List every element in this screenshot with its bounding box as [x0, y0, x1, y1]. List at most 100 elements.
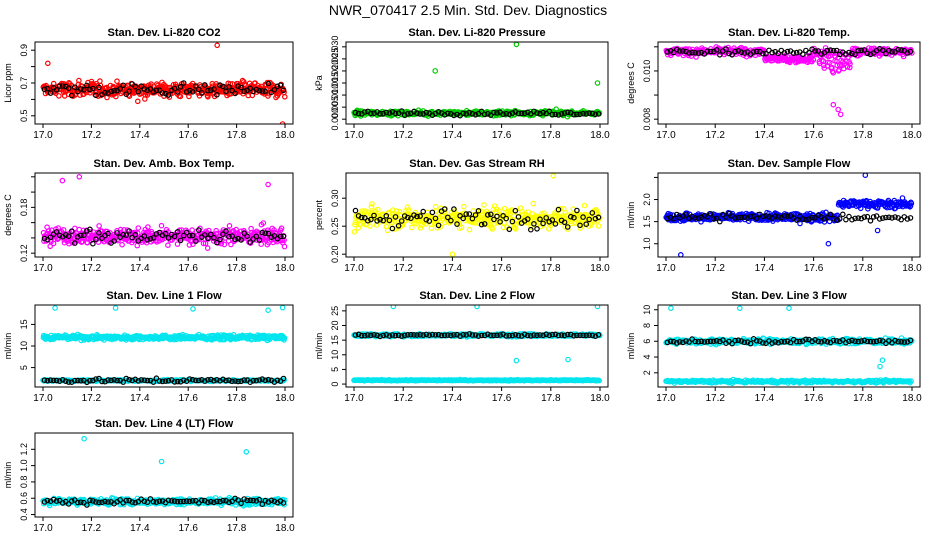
data-point-black — [386, 110, 393, 116]
data-point-black — [497, 219, 503, 225]
data-point-outlier — [594, 305, 601, 310]
data-point-black — [423, 331, 430, 338]
data-point-outlier — [265, 181, 271, 188]
data-point-black — [861, 47, 868, 53]
data-point-black — [153, 231, 160, 237]
data-point — [145, 224, 151, 230]
data-point-black — [818, 51, 825, 57]
data-point-black — [515, 110, 522, 117]
data-point-black — [907, 215, 914, 221]
data-point-black — [247, 239, 254, 245]
data-point-outlier — [513, 357, 520, 364]
data-point-black — [747, 213, 754, 220]
data-point-black — [138, 377, 145, 383]
data-point-black — [472, 212, 479, 218]
data-point — [458, 224, 465, 231]
data-point-black — [824, 214, 831, 221]
data-point-black — [265, 80, 272, 87]
x-tick-label: 17.2 — [82, 393, 102, 404]
data-point-black — [577, 111, 583, 118]
data-point-black — [873, 213, 880, 219]
data-point — [411, 220, 417, 227]
data-point-black — [202, 82, 208, 88]
data-point-black — [753, 215, 760, 222]
data-point-black — [907, 48, 914, 55]
data-point — [797, 220, 803, 227]
data-point-black — [102, 89, 108, 96]
data-point — [113, 93, 119, 100]
data-point-black — [256, 377, 263, 383]
chart-title: Stan. Dev. Li-820 Pressure — [408, 27, 545, 39]
data-point — [595, 223, 602, 229]
data-point — [87, 229, 93, 235]
data-point — [829, 64, 835, 71]
data-point-black — [849, 216, 855, 223]
data-point-black — [141, 233, 148, 239]
data-point-black — [784, 48, 791, 55]
data-point-black — [256, 237, 263, 243]
data-point-black — [667, 214, 674, 221]
x-tick-label: 17.6 — [492, 263, 512, 274]
y-tick-label: 0.015 — [330, 72, 340, 95]
x-tick-label: 17.4 — [130, 393, 150, 404]
data-point-black — [444, 332, 451, 338]
data-point-black — [47, 377, 54, 384]
data-point-black — [189, 232, 196, 239]
data-point-black — [537, 216, 543, 223]
data-point-black — [726, 50, 732, 57]
data-point — [489, 226, 496, 232]
data-point-black — [374, 218, 380, 224]
data-point-black — [583, 111, 590, 117]
data-point-black — [827, 47, 834, 53]
data-point-black — [534, 332, 540, 339]
data-point — [519, 208, 525, 215]
data-point-black — [368, 332, 374, 339]
data-point-black — [451, 112, 457, 119]
data-point-black — [68, 228, 75, 235]
data-point — [572, 220, 579, 227]
data-point-outlier — [594, 80, 601, 86]
data-point-outlier — [265, 307, 271, 314]
data-point-black — [738, 49, 745, 56]
data-point-black — [732, 48, 739, 55]
data-point-black — [580, 332, 586, 339]
data-point-black — [361, 109, 368, 115]
data-point-black — [165, 377, 172, 384]
data-point-black — [217, 236, 223, 243]
data-point-black — [855, 215, 862, 221]
data-point-black — [162, 230, 169, 237]
data-point-black — [235, 83, 241, 90]
data-point-black — [78, 232, 84, 239]
data-point-black — [211, 234, 217, 241]
data-point-black — [574, 332, 580, 339]
data-point-black — [784, 213, 791, 220]
data-point-outlier — [52, 305, 58, 311]
data-point — [205, 94, 211, 100]
data-point-black — [374, 332, 380, 339]
x-tick-label: 17.8 — [541, 263, 561, 274]
data-point-black — [202, 378, 208, 384]
data-point-black — [358, 332, 365, 339]
data-point-outlier — [550, 173, 557, 179]
y-axis-label: ml/min — [3, 333, 13, 360]
y-tick-label: 0.12 — [19, 244, 29, 262]
data-point — [96, 223, 102, 229]
data-point-black — [710, 216, 717, 222]
data-point-black — [735, 214, 742, 221]
data-point — [428, 225, 435, 232]
data-point-black — [546, 332, 553, 339]
data-point-black — [555, 206, 562, 213]
data-point-black — [701, 51, 708, 57]
data-point-black — [506, 332, 513, 339]
data-point-outlier — [874, 227, 881, 234]
data-point-black — [583, 332, 590, 339]
data-point-black — [451, 332, 457, 338]
data-point-black — [589, 110, 596, 117]
data-point-black — [395, 332, 402, 339]
data-point-black — [812, 48, 818, 54]
data-point-black — [481, 221, 488, 227]
data-point-black — [463, 111, 470, 117]
data-point-black — [208, 231, 214, 238]
data-point-black — [760, 50, 766, 57]
